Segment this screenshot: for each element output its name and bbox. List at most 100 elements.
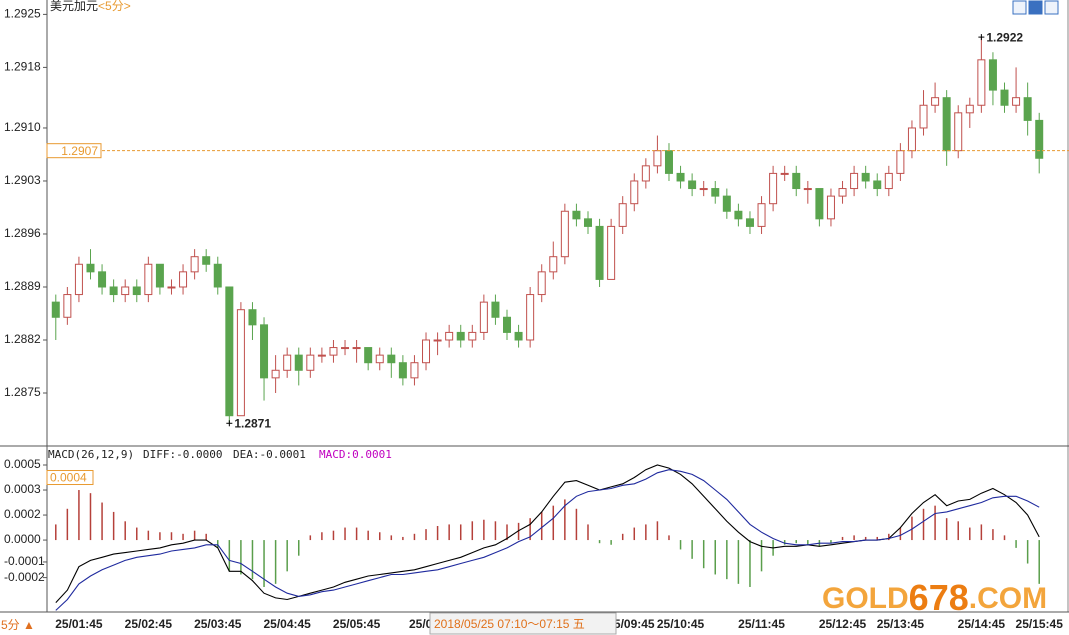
candle-body [653,150,662,167]
candle-body [248,309,257,326]
candle-body [618,203,627,227]
candle-body [884,172,893,190]
y-tick-label: 1.2882 [4,332,41,346]
y-tick-label: 1.2889 [4,279,41,293]
chart-title: 美元加元<5分> [50,0,131,13]
candle-body [398,362,407,379]
candle-body [722,195,731,212]
y-tick-label: 0.0005 [4,457,41,471]
extreme-label: 1.2922 [986,30,1023,44]
y-tick-label: -0.0002 [4,570,45,584]
toolbar-button[interactable] [1028,0,1043,15]
candle-body [630,180,639,205]
candle-body [537,271,546,296]
dea-line [55,469,1040,611]
candle-body [456,331,465,341]
candle-body [734,210,743,220]
candle-body [271,369,280,379]
candle-body [202,256,211,265]
candle-body [51,301,60,318]
x-tick-label: 25/12:45 [819,617,867,631]
current-price-box [46,143,102,159]
candle-body [792,172,801,190]
candle-body [549,256,558,273]
candle-body [1000,89,1009,106]
candle-body [826,195,835,220]
candle-body [919,104,928,129]
x-tick-label: 25/13:45 [877,617,925,631]
candle-body [1023,97,1032,121]
macd-marker-label: 0.0004 [50,471,87,485]
y-tick-label: 1.2896 [4,226,41,240]
toolbar-button[interactable] [1044,0,1059,15]
interval-button[interactable]: 5分 ▲ [1,618,35,632]
candle-body [514,331,523,341]
candle-body [664,150,673,174]
y-tick-label: 0.0000 [4,532,41,546]
dea-label: DEA:-0.0001 [233,448,306,461]
candle-body [213,263,222,288]
candle-body [873,180,882,190]
y-tick-label: 0.0003 [4,482,41,496]
macd-label: MACD:0.0001 [319,448,392,461]
candle-body [907,127,916,152]
candle-body [329,347,338,356]
candle-body [236,309,245,417]
candle-body [491,301,500,318]
candle-body [306,354,315,371]
x-tick-label: 25/11:45 [738,617,785,631]
candle-body [583,218,592,227]
x-tick-label: 25/02:45 [125,617,173,631]
candle-body [757,203,766,227]
candle-body [745,218,754,227]
candle-body [954,112,963,152]
candle-body [977,59,986,106]
candle-body [896,150,905,174]
candle-body [179,271,188,288]
y-tick-label: 1.2875 [4,385,41,399]
candle-body [352,347,361,350]
candle-body [121,286,130,296]
candle-body [595,225,604,280]
candle-body [387,354,396,364]
candle-body [676,172,685,182]
candle-body [1012,97,1021,106]
watermark: GOLD678.COM [822,577,1047,618]
candle-body [155,263,164,288]
x-tick-label: 5/09:45 [614,617,655,631]
candle-body [445,331,454,341]
candle-body [410,362,419,379]
x-tick-label: 25/04:45 [263,617,311,631]
candle-body [861,172,870,182]
candle-body [931,97,940,106]
candle-body [260,324,269,379]
x-tick-label: 25/05:45 [333,617,381,631]
interval: <5分> [98,0,131,13]
candle-body [988,59,997,91]
candle-body [364,347,373,364]
x-tick-label: 25/14:45 [958,617,1006,631]
candle-body [86,263,95,273]
candle-body [503,316,512,333]
candle-body [769,172,778,205]
y-tick-label: 1.2918 [4,60,41,74]
candle-body [109,286,118,296]
candle-body [479,301,488,333]
candle-body [699,188,708,191]
candle-body [375,354,384,364]
candle-body [560,210,569,258]
interval-button-box [0,614,34,634]
candle-body [572,210,581,220]
x-tick-label: 25/10:45 [657,617,705,631]
candle-body [167,286,176,289]
candle-body [942,97,951,152]
watermark-part: 678 [909,577,969,618]
crosshair-time-box [429,612,617,635]
candle-body [815,188,824,220]
y-tick-label: 1.2910 [4,120,41,134]
candle-body [422,339,431,364]
candle-body [526,294,535,341]
toolbar-button[interactable] [1012,0,1027,15]
